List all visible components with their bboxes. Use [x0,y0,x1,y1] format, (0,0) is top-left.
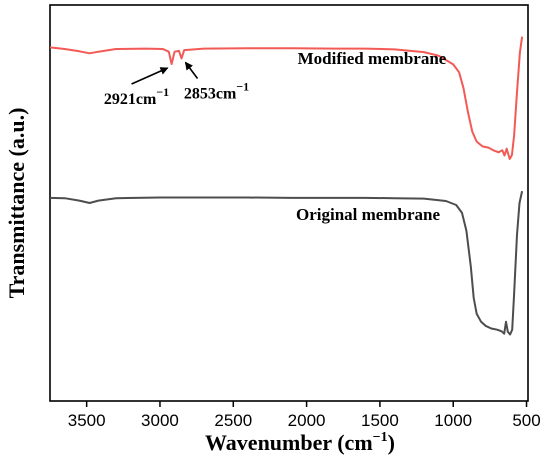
y-axis-title: Transmittance (a.u.) [4,108,29,299]
annotation-label: 2853cm−1 [184,79,249,102]
series-label-modified: Modified membrane [298,49,447,68]
x-tick-label: 1500 [361,411,399,430]
x-tick-label: 500 [512,411,540,430]
x-axis-title: Wavenumber (cm−1) [205,430,395,455]
plot-area-frame [49,4,529,402]
peak-annotations: 2921cm−1 2853cm−1 [104,61,249,108]
annotation-arrow [131,67,169,85]
series-label-original: Original membrane [296,205,440,224]
annotation-label-text: 2853cm [184,85,237,102]
x-axis-title-superscript: −1 [373,430,388,445]
x-axis-tick-labels: 3500 3000 2500 2000 1500 1000 500 [68,411,541,430]
x-axis-title-text: Wavenumber (cm [205,430,373,455]
x-tick-label: 2000 [288,411,326,430]
x-tick-label: 2500 [214,411,252,430]
annotation-label: 2921cm−1 [104,85,169,108]
series-line-modified [49,36,524,160]
series-line-original [49,190,524,336]
annotation-label-superscript: −1 [156,85,169,99]
series-lines [49,36,524,336]
x-tick-label: 3500 [68,411,106,430]
x-tick-label: 1000 [434,411,472,430]
annotation-label-superscript: −1 [236,79,249,93]
x-axis-ticks [85,401,528,407]
annotation-label-text: 2921cm [104,91,157,108]
annotation-arrow [184,61,199,79]
x-axis-title-close: ) [388,430,395,455]
x-tick-label: 3000 [141,411,179,430]
